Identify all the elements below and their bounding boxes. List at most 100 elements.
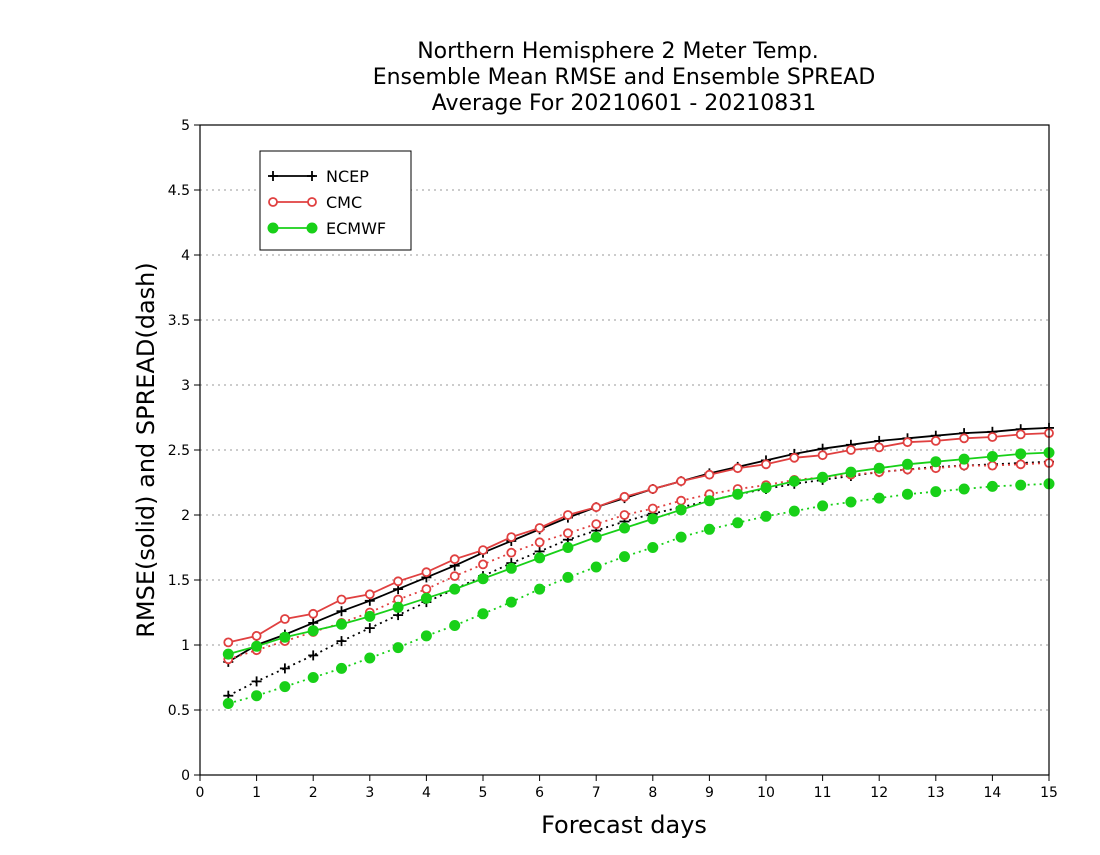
ecmwf-spread-point	[930, 486, 942, 498]
ecmwf-rmse-point	[590, 531, 602, 543]
x-tick-label: 2	[309, 785, 318, 801]
x-tick-label: 14	[983, 785, 1001, 801]
cmc-rmse-point	[789, 452, 800, 463]
x-tick-label: 13	[927, 785, 945, 801]
ncep-spread-line	[227, 460, 1050, 697]
legend-item-cmc: CMC	[268, 193, 362, 212]
ecmwf-spread-line	[228, 482, 1050, 705]
ecmwf-rmse-point	[986, 451, 998, 462]
legend-item-ncep: NCEP	[268, 167, 369, 186]
axis-ticks: 00.511.522.533.544.550 1 2 3 4 5 6 7 8 9 10 11 12 13 1…	[168, 118, 1058, 801]
legend-marker	[306, 222, 318, 234]
ecmwf-rmse-point	[1015, 448, 1027, 460]
ecmwf-rmse-point	[251, 640, 263, 652]
ecmwf-spread-point	[986, 480, 998, 492]
legend-items: NCEP CMC ECMWF	[267, 167, 386, 238]
y-axis-label: RMSE(solid) and SPREAD(dash)	[132, 262, 160, 638]
cmc-rmse-point	[251, 631, 262, 641]
ncep-rmse-point	[336, 606, 347, 617]
ecmwf-rmse-point	[336, 618, 347, 630]
ecmwf-spread-point	[958, 483, 970, 495]
ecmwf-rmse-point	[703, 495, 715, 507]
y-tick-label: 0	[181, 768, 190, 784]
cmc-rmse-point	[478, 545, 488, 555]
ncep-spread-point	[364, 623, 375, 634]
cmc-rmse-point	[902, 437, 913, 448]
y-tick-label: 0.5	[168, 703, 190, 719]
x-tick-label: 12	[870, 785, 888, 801]
ecmwf-rmse-point	[619, 522, 630, 534]
y-tick-label: 2	[181, 508, 190, 524]
ecmwf-rmse-point	[477, 573, 489, 585]
cmc-rmse-point	[563, 510, 573, 520]
ecmwf-rmse-point	[845, 466, 857, 478]
ecmwf-spread-point	[1015, 479, 1027, 491]
ecmwf-spread-point	[534, 583, 546, 595]
ecmwf-rmse-point	[817, 471, 829, 483]
cmc-spread-point	[591, 519, 602, 529]
cmc-rmse-point	[732, 463, 743, 474]
cmc-rmse-point	[647, 484, 658, 494]
x-tick-label: 5	[479, 785, 488, 801]
cmc-rmse-point	[421, 567, 432, 578]
ecmwf-spread-point	[449, 620, 461, 631]
x-tick-label: 1	[252, 785, 261, 801]
cmc-rmse-point	[279, 614, 290, 624]
ecmwf-rmse-point	[930, 456, 942, 468]
ecmwf-spread-point	[392, 642, 404, 654]
y-tick-label: 5	[181, 118, 190, 134]
ecmwf-rmse-point	[449, 583, 461, 595]
y-tick-label: 2.5	[168, 443, 190, 459]
ecmwf-rmse-point	[505, 562, 517, 574]
grid-lines	[200, 189, 1049, 711]
x-axis-label: Forecast days	[541, 811, 707, 839]
legend-label: CMC	[326, 193, 362, 212]
ecmwf-spread-point	[760, 510, 772, 522]
cmc-rmse-point	[591, 502, 602, 513]
ecmwf-rmse-point	[760, 482, 772, 494]
cmc-rmse-point	[534, 523, 545, 533]
series-ecmwf	[222, 447, 1055, 709]
ecmwf-spread-point	[703, 523, 715, 535]
ecmwf-spread-point	[251, 690, 263, 702]
cmc-rmse-point	[761, 459, 771, 470]
ecmwf-rmse-point	[392, 601, 404, 613]
ecmwf-rmse-point	[364, 610, 376, 622]
legend-marker	[267, 222, 279, 234]
x-tick-label: 10	[757, 785, 775, 801]
ecmwf-rmse-point	[307, 625, 319, 637]
y-tick-label: 3	[181, 378, 190, 394]
ecmwf-spread-point	[873, 492, 885, 504]
cmc-rmse-point	[817, 450, 828, 461]
ecmwf-rmse-point	[732, 488, 744, 500]
cmc-rmse-point	[336, 594, 347, 605]
cmc-rmse-point	[987, 432, 998, 442]
series-ncep	[223, 422, 1054, 701]
ecmwf-spread-point	[222, 698, 234, 709]
ecmwf-spread-point	[647, 542, 659, 553]
legend-label: NCEP	[326, 167, 369, 186]
ecmwf-rmse-point	[222, 648, 234, 660]
ecmwf-rmse-point	[647, 513, 659, 525]
ecmwf-rmse-point	[420, 592, 432, 604]
cmc-spread-point	[506, 547, 517, 558]
cmc-rmse-point	[1015, 429, 1026, 440]
legend: NCEP CMC ECMWF	[259, 150, 412, 251]
cmc-rmse-point	[506, 532, 517, 542]
cmc-spread-point	[676, 495, 686, 506]
ecmwf-spread-point	[364, 652, 376, 664]
ecmwf-spread-point	[562, 571, 574, 583]
ecmwf-spread-point	[902, 488, 913, 500]
ncep-spread-point	[336, 636, 347, 647]
legend-marker	[307, 197, 317, 207]
cmc-rmse-point	[364, 589, 375, 600]
ncep-spread-point	[279, 663, 290, 674]
x-tick-label: 7	[592, 785, 601, 801]
x-tick-label: 6	[535, 785, 544, 801]
chart-period: Average For 20210601 - 20210831	[432, 91, 817, 116]
cmc-rmse-point	[619, 491, 630, 502]
cmc-rmse-point	[846, 445, 856, 455]
y-tick-label: 1.5	[168, 573, 190, 589]
ecmwf-spread-point	[732, 517, 744, 529]
